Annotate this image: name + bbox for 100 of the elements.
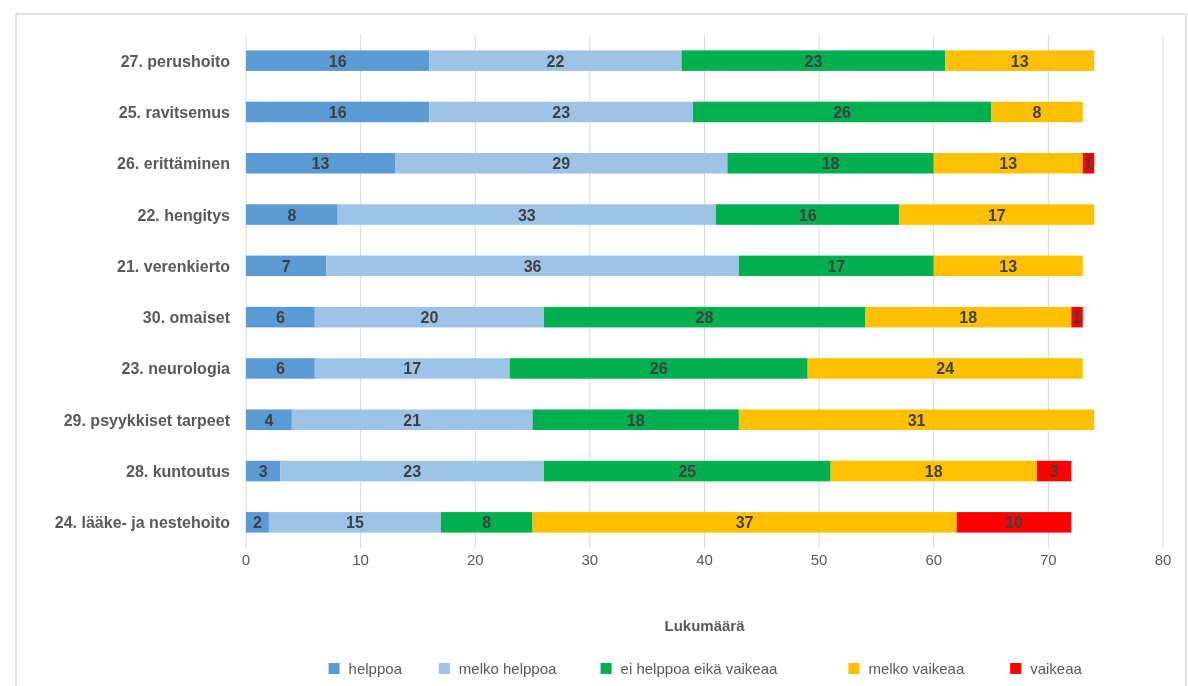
data-label: 33: [517, 206, 536, 224]
bar: [864, 306, 1072, 328]
bar: [693, 101, 992, 123]
data-label: 13: [1010, 52, 1029, 70]
data-label: 6: [275, 360, 285, 378]
legend-label: helppoa: [348, 660, 403, 677]
bar: [544, 460, 831, 482]
x-tick-label: 20: [466, 551, 484, 568]
bar: [246, 358, 315, 379]
bar: [956, 512, 1072, 533]
data-label: 21: [403, 411, 422, 429]
bar: [326, 255, 739, 277]
x-tick-label: 0: [241, 551, 251, 568]
bar: [429, 101, 694, 123]
data-label: 26: [833, 103, 852, 121]
bar: [246, 306, 315, 328]
data-label: 17: [827, 257, 846, 275]
data-label: 15: [346, 514, 364, 532]
bar: [440, 512, 533, 533]
data-label: 16: [798, 206, 817, 224]
x-tick-label: 80: [1154, 551, 1172, 568]
bar: [532, 512, 957, 533]
data-label: 36: [523, 257, 542, 275]
data-label: 18: [821, 155, 840, 173]
data-label: 6: [275, 309, 285, 327]
data-label: 8: [287, 206, 297, 224]
data-label: 8: [1032, 103, 1042, 121]
data-label: 10: [1005, 514, 1023, 532]
data-label: 18: [626, 411, 645, 429]
bar: [395, 152, 728, 174]
x-axis-title: Lukumäärä: [664, 617, 746, 634]
data-label: 4: [264, 411, 274, 429]
legend-label: melko vaikeaa: [868, 660, 965, 677]
data-label: 16: [328, 52, 347, 70]
bar: [246, 101, 430, 123]
data-label: 22: [546, 52, 565, 70]
data-label: 23: [804, 52, 823, 70]
y-tick-label: 27. perushoito: [120, 52, 231, 70]
y-tick-label: 26. erittäminen: [117, 155, 230, 173]
bar: [246, 152, 396, 174]
bar: [715, 204, 900, 225]
data-label: 3: [258, 463, 268, 481]
bar: [280, 460, 545, 482]
y-tick-label: 21. verenkierto: [117, 257, 231, 275]
data-label: 37: [735, 514, 754, 532]
bar: [933, 255, 1083, 277]
bar: [830, 460, 1037, 482]
bar: [246, 255, 327, 277]
data-label: 20: [420, 309, 439, 327]
bar: [291, 409, 533, 431]
y-tick-label: 24. lääke- ja nestehoito: [54, 514, 231, 532]
data-label: 23: [403, 463, 422, 481]
data-label: 1: [1084, 155, 1094, 173]
bar: [337, 204, 716, 225]
data-label: 23: [552, 103, 571, 121]
data-label: 7: [281, 257, 291, 275]
data-label: 17: [403, 360, 422, 378]
y-tick-label: 22. hengitys: [137, 206, 231, 224]
data-label: 31: [907, 411, 926, 429]
y-tick-label: 30. omaiset: [142, 309, 231, 327]
legend-label: ei helppoa eikä vaikeaa: [620, 660, 779, 677]
x-tick-label: 40: [696, 551, 713, 568]
bar: [314, 358, 510, 379]
bar: [532, 409, 739, 431]
x-tick-label: 30: [581, 551, 599, 568]
x-tick-label: 50: [810, 551, 828, 568]
bar: [727, 152, 934, 174]
legend-label: melko helppoa: [458, 660, 558, 677]
data-label: 26: [649, 360, 668, 378]
data-label: 16: [328, 103, 347, 121]
bar: [544, 306, 865, 328]
bar: [991, 101, 1083, 123]
x-tick-label: 70: [1040, 551, 1057, 568]
bar: [509, 358, 808, 379]
data-label: 2: [253, 514, 263, 532]
x-tick-label: 10: [352, 551, 369, 568]
bar: [945, 50, 1095, 71]
x-tick-label: 60: [925, 551, 943, 568]
bar: [246, 50, 430, 71]
legend-label: vaikeaa: [1030, 660, 1083, 677]
bar: [246, 204, 338, 225]
y-tick-label: 25. ravitsemus: [118, 103, 231, 121]
bar: [268, 512, 441, 533]
bar: [933, 152, 1083, 174]
bar: [681, 50, 946, 71]
data-label: 13: [311, 155, 330, 173]
data-label: 8: [482, 514, 492, 532]
data-label: 13: [999, 155, 1018, 173]
data-label: 24: [936, 360, 955, 378]
data-label: 13: [999, 257, 1018, 275]
data-label: 28: [695, 309, 714, 327]
data-label: 25: [678, 463, 697, 481]
data-label: 3: [1049, 463, 1059, 481]
bar: [429, 50, 682, 71]
data-label: 1: [1072, 309, 1082, 327]
y-tick-label: 23. neurologia: [121, 360, 231, 378]
data-label: 18: [959, 309, 978, 327]
data-label: 18: [924, 463, 943, 481]
data-label: 17: [987, 206, 1006, 224]
bar: [807, 358, 1083, 379]
